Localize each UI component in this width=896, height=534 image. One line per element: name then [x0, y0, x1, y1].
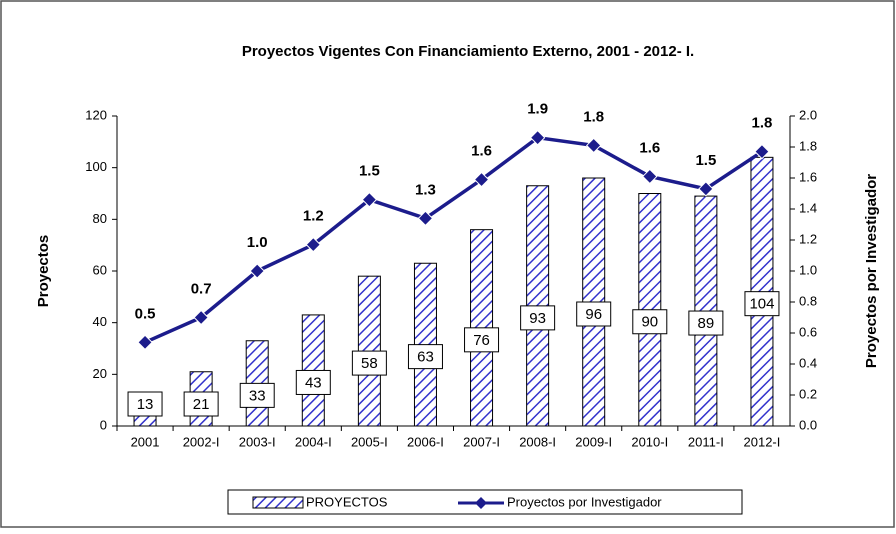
legend-marker [475, 497, 487, 509]
line-marker [417, 210, 434, 227]
y2-tick-label: 1.0 [799, 262, 817, 277]
data-label: 58 [361, 355, 378, 372]
y-tick-label: 120 [85, 107, 107, 122]
data-label: 104 [749, 296, 774, 313]
x-tick-label: 2010-I [631, 434, 668, 449]
y2-tick-label: 0.2 [799, 386, 817, 401]
y2-tick-label: 1.4 [799, 200, 817, 215]
data-label: 21 [193, 396, 210, 413]
x-tick-label: 2003-I [239, 434, 276, 449]
y2-tick-label: 1.6 [799, 169, 817, 184]
y-tick-label: 80 [93, 211, 107, 226]
data-label: 43 [305, 374, 322, 391]
data-label-box [351, 350, 387, 376]
data-label: 96 [585, 306, 602, 323]
y2-axis-title: Proyectos por Investigador [863, 174, 880, 368]
data-label-box [576, 301, 612, 327]
line-marker [473, 171, 490, 188]
data-label: 1.6 [471, 143, 492, 160]
y-tick-label: 60 [93, 262, 107, 277]
data-label-box [239, 382, 275, 408]
y2-tick-label: 0.6 [799, 324, 817, 339]
x-tick-label: 2011-I [688, 434, 724, 449]
line-marker [193, 309, 209, 326]
y2-tick-label: 0.4 [799, 355, 817, 370]
data-label-box [407, 344, 443, 370]
data-label: 1.8 [583, 108, 604, 125]
data-label-box [520, 305, 556, 331]
y-tick-label: 100 [85, 159, 107, 174]
data-label: 1.2 [303, 208, 324, 225]
legend-label: PROYECTOS [306, 494, 388, 509]
x-tick-label: 2006-I [407, 434, 444, 449]
y2-tick-label: 0.0 [799, 417, 817, 432]
x-tick-label: 2002-I [183, 434, 220, 449]
y2-tick-label: 1.8 [799, 138, 817, 153]
x-tick-label: 2004-I [295, 434, 332, 449]
data-label: 1.0 [247, 234, 268, 251]
x-tick-label: 2005-I [351, 434, 388, 449]
y2-tick-label: 2.0 [799, 107, 817, 122]
data-label: 89 [698, 315, 715, 332]
data-label: 1.6 [639, 139, 660, 156]
data-label-box [127, 391, 163, 417]
data-label-box [183, 391, 219, 417]
data-label-box [744, 291, 780, 317]
line-marker [586, 137, 602, 154]
y-tick-label: 40 [93, 314, 107, 329]
x-tick-label: 2008-I [519, 434, 556, 449]
line [144, 135, 763, 344]
y2-tick-label: 0.8 [799, 293, 817, 308]
line-marker [642, 168, 658, 185]
data-label: 1.9 [527, 101, 548, 118]
x-tick-label: 2001 [131, 434, 160, 449]
data-label: 1.3 [415, 181, 436, 198]
line-marker [137, 334, 153, 351]
line-marker [361, 191, 378, 208]
x-tick-label: 2007-I [463, 434, 500, 449]
x-tick-label: 2012-I [744, 434, 781, 449]
line-marker [754, 143, 770, 160]
data-label: 33 [249, 387, 266, 404]
data-label: 1.5 [695, 152, 716, 169]
data-label: 0.7 [191, 280, 212, 297]
line-marker [249, 263, 265, 279]
line-marker [529, 129, 546, 146]
chart-title: Proyectos Vigentes Con Financiamiento Ex… [242, 43, 694, 60]
legend-swatch [252, 496, 304, 509]
legend-label: Proyectos por Investigador [507, 494, 662, 509]
data-label: 1.5 [359, 163, 380, 180]
data-label: 93 [529, 310, 546, 327]
data-label: 1.8 [752, 115, 773, 132]
data-label: 63 [417, 349, 434, 366]
data-label: 0.5 [135, 305, 156, 322]
y-tick-label: 20 [93, 366, 107, 381]
x-tick-label: 2009-I [575, 434, 612, 449]
data-label-box [464, 327, 500, 353]
y-tick-label: 0 [100, 417, 107, 432]
data-label-box [295, 369, 331, 395]
data-label: 76 [473, 332, 490, 349]
data-label: 13 [137, 396, 154, 413]
line-marker [305, 236, 321, 253]
y2-tick-label: 1.2 [799, 231, 817, 246]
data-label-box [632, 309, 668, 335]
y-axis-title: Proyectos [35, 235, 52, 308]
data-label-box [688, 310, 724, 336]
data-label: 90 [641, 314, 658, 331]
line-marker [698, 181, 714, 197]
